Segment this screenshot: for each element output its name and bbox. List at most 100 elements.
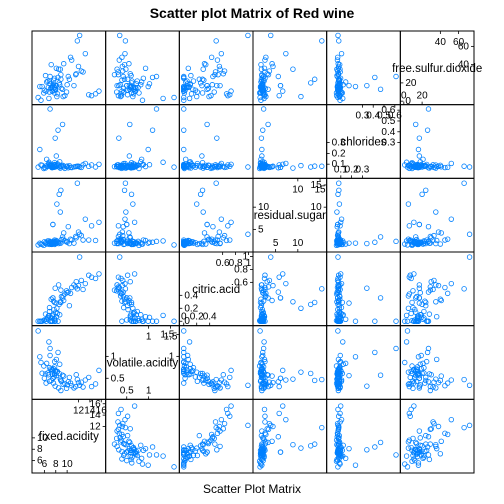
data-point xyxy=(88,92,95,99)
data-point xyxy=(417,435,423,441)
tick-label: 10 xyxy=(292,238,304,249)
data-point xyxy=(126,438,132,444)
data-point xyxy=(423,441,429,447)
tick-label: 14 xyxy=(90,410,102,421)
panel-residual.sugar-vs-free.sulfur.dioxide xyxy=(252,30,328,106)
data-point xyxy=(346,240,352,246)
data-point xyxy=(298,93,304,100)
panel-volatile.acidity-vs-residual.sugar xyxy=(105,177,180,253)
data-point xyxy=(213,38,219,44)
tick-label: 0.8 xyxy=(229,258,243,269)
variable-name-label: fixed.acidity xyxy=(39,431,99,443)
data-point xyxy=(403,159,410,165)
data-point xyxy=(209,239,215,245)
data-point xyxy=(206,381,212,388)
data-point xyxy=(184,84,190,91)
data-point xyxy=(117,254,123,260)
data-point xyxy=(52,135,58,141)
data-point xyxy=(260,385,267,392)
tick-label: 0.3 xyxy=(355,111,369,122)
data-point xyxy=(402,461,408,467)
data-point xyxy=(425,224,432,230)
data-point xyxy=(257,328,263,334)
data-point xyxy=(335,438,341,444)
data-point xyxy=(186,95,193,102)
data-point xyxy=(220,426,226,432)
tick-label: 12 xyxy=(73,405,85,416)
data-point xyxy=(126,230,132,236)
data-point xyxy=(413,439,419,446)
data-point xyxy=(58,387,64,394)
data-point xyxy=(58,76,64,82)
data-point xyxy=(217,240,223,247)
data-point xyxy=(133,312,140,318)
data-point xyxy=(181,363,188,369)
data-point xyxy=(80,237,86,243)
data-point xyxy=(122,424,129,431)
data-point xyxy=(187,81,193,87)
tick-label: 16 xyxy=(90,399,102,410)
variable-name-label: volatile.acidity xyxy=(107,358,179,370)
data-point xyxy=(127,234,133,240)
panel-citric.acid-vs-free.sulfur.dioxide xyxy=(178,30,254,106)
data-point xyxy=(192,87,199,93)
data-point xyxy=(262,430,268,437)
data-point xyxy=(113,238,120,245)
data-point xyxy=(335,382,341,388)
data-point xyxy=(259,371,265,377)
tick-label: 0.1 xyxy=(332,159,346,170)
data-point xyxy=(208,380,215,386)
panel-residual.sugar-vs-fixed.acidity xyxy=(252,398,328,474)
data-point xyxy=(50,365,57,372)
panel-frame xyxy=(31,30,107,106)
data-point xyxy=(418,312,424,318)
data-point xyxy=(228,219,234,225)
tick-label: 0.2 xyxy=(190,312,204,323)
data-point xyxy=(260,290,266,296)
tick-label: 12 xyxy=(90,421,102,432)
data-point xyxy=(181,370,187,376)
data-point xyxy=(408,444,414,451)
data-point xyxy=(116,135,122,141)
data-point xyxy=(260,106,267,112)
data-point xyxy=(338,88,344,94)
data-point xyxy=(211,89,217,95)
data-point xyxy=(412,306,418,313)
data-point xyxy=(416,428,423,434)
data-point xyxy=(406,383,413,390)
tick-label: 0.3 xyxy=(355,164,369,175)
data-point xyxy=(205,85,212,92)
data-point xyxy=(424,444,431,450)
data-point xyxy=(335,279,342,285)
data-point xyxy=(203,241,209,247)
data-point xyxy=(67,236,74,242)
data-point xyxy=(131,219,138,225)
data-point xyxy=(124,413,131,419)
data-point xyxy=(204,372,210,378)
data-point xyxy=(119,423,126,430)
data-point xyxy=(184,352,191,359)
data-point xyxy=(160,95,166,102)
data-point xyxy=(63,238,70,245)
data-point xyxy=(421,452,427,459)
data-point xyxy=(215,71,221,78)
data-point xyxy=(336,424,342,431)
data-point xyxy=(216,229,223,235)
data-point xyxy=(466,231,473,237)
data-point xyxy=(204,221,210,228)
data-point xyxy=(132,84,138,91)
data-point xyxy=(338,367,344,374)
data-point xyxy=(415,146,422,153)
tick-label: 1 xyxy=(242,251,248,262)
data-point xyxy=(120,420,126,427)
panel-citric.acid-vs-volatile.acidity xyxy=(178,325,254,400)
data-point xyxy=(275,434,281,440)
data-point xyxy=(214,135,220,141)
tick-label: 0.5 xyxy=(120,385,134,396)
data-point xyxy=(245,32,251,39)
variable-name-label: free.sulfur.dioxide xyxy=(392,63,482,75)
data-point xyxy=(121,76,128,82)
tick-label: 10 xyxy=(62,459,74,470)
data-point xyxy=(136,317,142,324)
